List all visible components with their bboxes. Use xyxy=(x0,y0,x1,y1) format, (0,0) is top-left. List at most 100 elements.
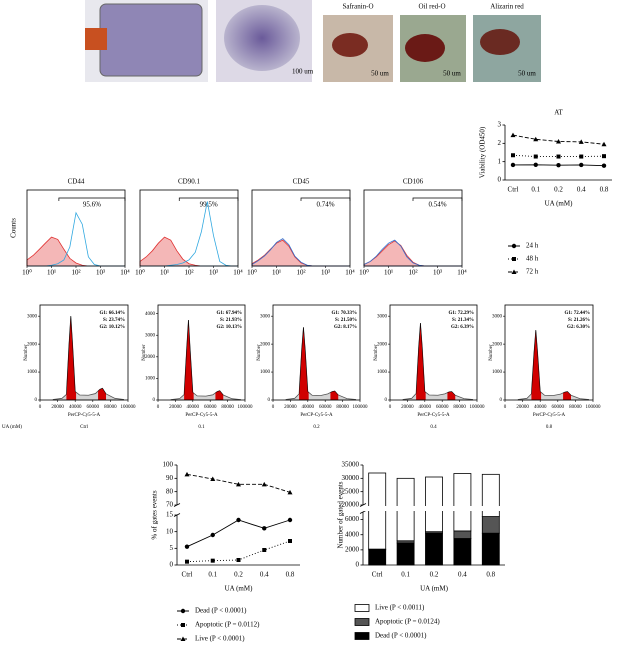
phase-label: G1: 72.29% xyxy=(448,311,474,316)
x-tick-label: 0 xyxy=(272,405,275,410)
x-tick-label: 80000 xyxy=(104,405,117,410)
y-tick-label: 2000 xyxy=(27,342,38,347)
bar-segment xyxy=(425,476,443,533)
point xyxy=(287,489,293,495)
x-tick-label: 10¹ xyxy=(272,269,281,277)
image-flask xyxy=(85,0,208,82)
phase-area xyxy=(447,391,456,400)
gate-label: 95.6% xyxy=(83,201,101,209)
phase-label: G1: 70.33% xyxy=(331,311,357,316)
point xyxy=(261,481,267,487)
gate xyxy=(58,197,126,201)
phase-label: G1: 66.14% xyxy=(99,311,125,316)
phase-area xyxy=(66,316,77,400)
phase-area xyxy=(416,323,426,400)
bar-segment xyxy=(481,532,500,566)
condition-axis-label: UA (mM) xyxy=(2,425,22,430)
point xyxy=(236,558,241,562)
x-tick-label: 100000 xyxy=(353,405,369,410)
plot-frame xyxy=(504,304,594,401)
point xyxy=(533,154,538,159)
y-tick-label: 3000 xyxy=(145,333,156,338)
gate-label: 0.74% xyxy=(316,201,334,209)
y-tick-label: 0 xyxy=(268,398,271,403)
x-tick-label: Ctrl xyxy=(372,571,383,579)
image-colony: 100 um xyxy=(216,0,314,82)
y-tick-label: 0 xyxy=(500,398,503,403)
gate-label: 0.54% xyxy=(428,201,446,209)
x-tick-label: 0.4 xyxy=(458,571,467,579)
point xyxy=(510,162,516,168)
x-tick-label: 10¹ xyxy=(160,269,169,277)
plot-frame xyxy=(251,189,351,267)
x-tick-label: 0 xyxy=(39,405,42,410)
y-tick-label: 4000 xyxy=(145,312,156,317)
point xyxy=(556,139,561,144)
x-tick-label: 0.8 xyxy=(600,186,609,194)
x-tick-label: 0 xyxy=(157,405,160,410)
legend-label: Apoptotic (P = 0.0112) xyxy=(195,621,260,629)
x-tick-label: 60000 xyxy=(552,405,565,410)
x-axis-label: UA (mM) xyxy=(225,585,253,593)
legend-swatch xyxy=(354,632,370,640)
point xyxy=(556,154,561,159)
point xyxy=(288,539,292,543)
y-tick-label: 2000 xyxy=(377,342,388,347)
phase-label: G2: 8.17% xyxy=(334,325,357,330)
phase-area xyxy=(531,330,542,400)
legend-label: 48 h xyxy=(526,255,539,263)
point xyxy=(533,136,539,142)
y-tick-label: 3000 xyxy=(27,314,38,319)
point xyxy=(185,559,189,564)
phase-area xyxy=(184,320,194,400)
x-tick-label: 10³ xyxy=(96,269,105,277)
condition-label: 0.4 xyxy=(430,425,437,430)
x-tick-label: 60000 xyxy=(436,405,449,410)
x-tick-label: 100000 xyxy=(586,405,602,410)
x-tick-label: 0.1 xyxy=(208,571,217,579)
y-tick-label: 2000 xyxy=(492,342,503,347)
point xyxy=(184,471,190,477)
histogram-curve xyxy=(170,320,242,401)
y-tick-label: 20000 xyxy=(342,501,360,509)
phase-area xyxy=(563,391,572,400)
gate xyxy=(300,197,351,201)
phase-area xyxy=(330,390,339,400)
image-oil-red: Oil red-O 50 um xyxy=(400,3,466,82)
x-tick-label: 10³ xyxy=(209,269,218,277)
y-tick-label: 1000 xyxy=(377,370,388,375)
plot-frame xyxy=(39,304,129,401)
bar-segment xyxy=(396,542,415,566)
point xyxy=(210,532,215,538)
y-tick-label: 3000 xyxy=(492,314,503,319)
plot-frame xyxy=(389,304,478,401)
chart-title: CD44 xyxy=(68,178,85,186)
phase-label: G2: 10.12% xyxy=(99,325,125,330)
y-axis-label: Number xyxy=(257,344,262,361)
bar-segment xyxy=(425,532,443,566)
y-tick-label: 30000 xyxy=(342,474,360,482)
condition-label: 0.1 xyxy=(198,425,205,430)
x-tick-label: 10³ xyxy=(433,269,442,277)
point xyxy=(601,141,607,147)
x-tick-label: 100000 xyxy=(121,405,137,410)
x-tick-label: 60000 xyxy=(87,405,100,410)
legend-marker xyxy=(180,636,186,641)
chart-title: CD90.1 xyxy=(178,178,200,186)
histogram-curve xyxy=(139,236,238,267)
y-tick-label: 80 xyxy=(166,487,174,495)
bar-segment xyxy=(453,473,472,532)
legend-label: Live (P < 0.0001) xyxy=(195,635,245,643)
y-tick-label: 100 xyxy=(163,461,174,469)
plot-frame xyxy=(139,189,239,267)
y-axis-label: Number xyxy=(24,344,29,361)
x-axis-label: PerCP-Cy5-5-A xyxy=(417,413,450,418)
y-tick-label: 0 xyxy=(385,398,388,403)
legend-marker xyxy=(511,243,517,249)
histogram-curve xyxy=(402,323,474,401)
point xyxy=(579,162,584,168)
point xyxy=(184,544,190,549)
x-tick-label: 10⁴ xyxy=(233,269,243,277)
y-tick-label: 10 xyxy=(166,527,174,535)
y-tick-label: 1000 xyxy=(260,370,271,375)
